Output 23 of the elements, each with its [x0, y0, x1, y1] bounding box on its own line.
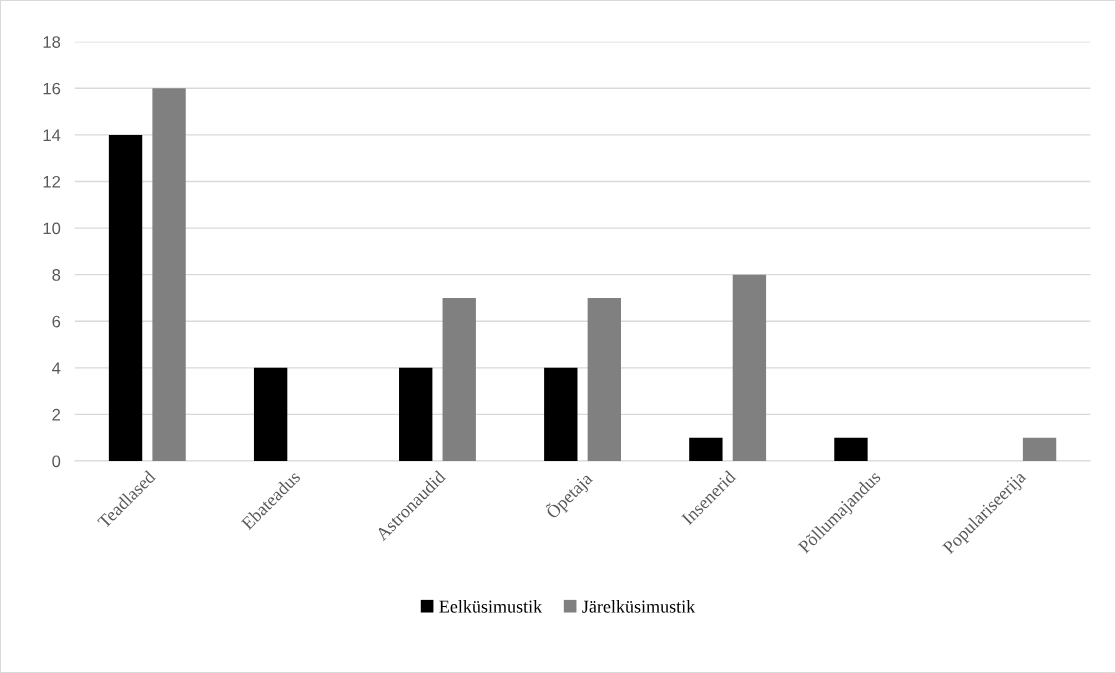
bar: [732, 274, 767, 461]
y-tick-label: 10: [43, 222, 61, 235]
bar: [689, 437, 723, 461]
bar: [587, 297, 621, 461]
bar: [544, 367, 578, 461]
y-tick-label: 14: [43, 129, 61, 141]
bar: [442, 297, 476, 461]
legend-label: Järelküsimustik: [582, 600, 696, 613]
bar: [1022, 437, 1057, 461]
y-tick-label: 8: [52, 269, 61, 281]
y-tick-label: 6: [52, 315, 61, 328]
y-tick-label: 18: [43, 36, 61, 48]
y-tick-label: 16: [43, 82, 61, 95]
bar: [152, 88, 186, 461]
bar: [108, 134, 143, 461]
y-tick-label: 0: [52, 455, 61, 468]
y-tick-label: 4: [52, 362, 61, 374]
y-tick-label: 12: [43, 175, 61, 188]
bar: [834, 437, 868, 461]
bar: [399, 367, 433, 461]
legend-label: Eelküsimustik: [439, 600, 543, 613]
y-tick-label: 2: [52, 408, 61, 421]
bar: [253, 367, 288, 461]
